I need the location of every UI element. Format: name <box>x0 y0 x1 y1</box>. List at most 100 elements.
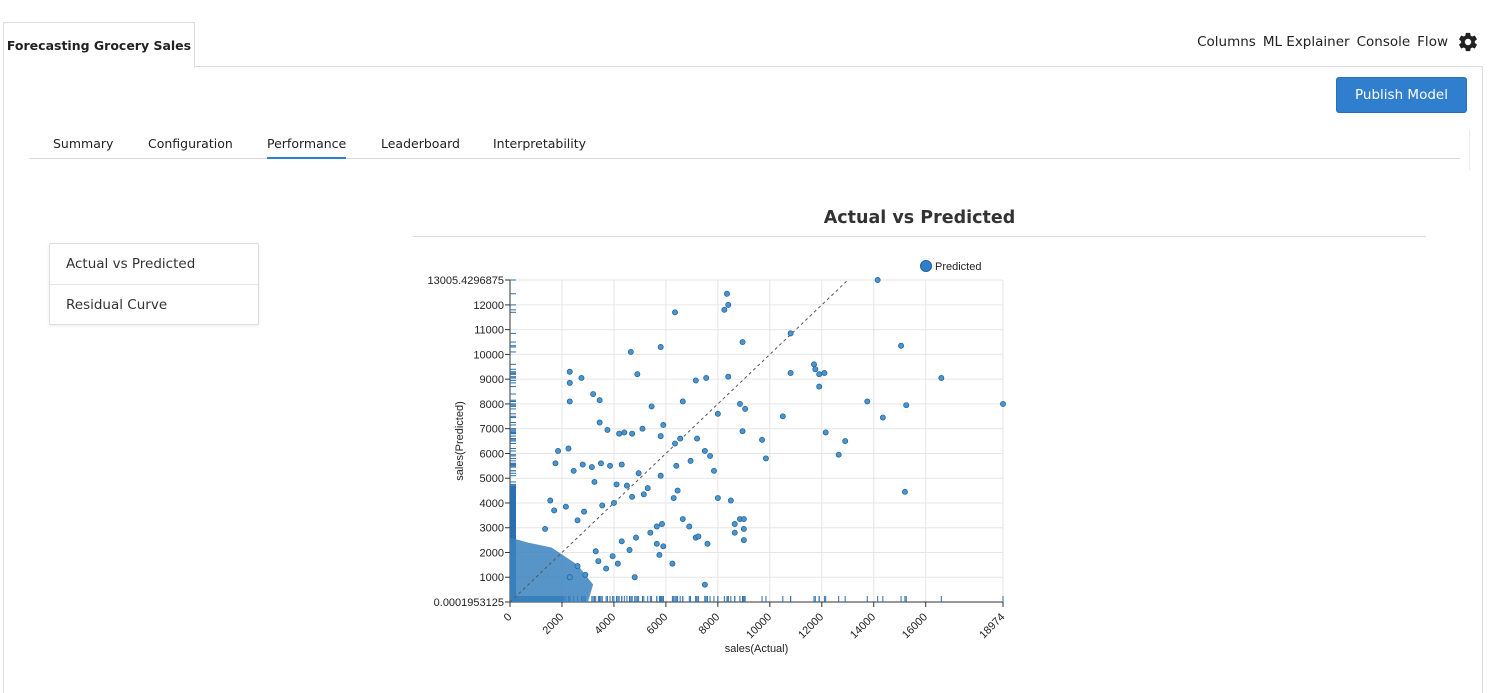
y-tick-label: 3000 <box>480 523 504 535</box>
data-point <box>566 379 573 386</box>
data-point <box>874 277 881 283</box>
data-point <box>588 464 595 471</box>
data-point <box>578 374 585 381</box>
dense-point-cluster <box>510 537 594 602</box>
data-point <box>657 344 664 350</box>
data-point <box>695 533 702 540</box>
data-point <box>898 342 904 349</box>
data-point <box>595 558 602 565</box>
x-tick-label: 2000 <box>541 611 567 637</box>
data-point <box>731 529 738 536</box>
x-tick-label: 10000 <box>744 611 774 641</box>
y-tick-label: 10000 <box>473 349 504 361</box>
data-point <box>787 330 794 337</box>
data-point <box>596 397 603 404</box>
data-point <box>714 495 721 501</box>
nav-flow[interactable]: Flow <box>1417 34 1448 50</box>
data-point <box>609 553 616 560</box>
data-point <box>739 428 746 435</box>
data-point <box>711 467 717 474</box>
data-point <box>592 548 599 555</box>
data-point <box>618 538 625 545</box>
data-point <box>701 581 708 588</box>
data-point <box>640 491 647 498</box>
data-point <box>596 419 603 426</box>
menu-item-residual-curve[interactable]: Residual Curve <box>50 284 258 324</box>
data-point <box>686 523 693 530</box>
data-point <box>574 563 581 570</box>
tab-performance[interactable]: Performance <box>267 136 347 159</box>
data-point <box>879 414 886 421</box>
data-point <box>816 371 823 378</box>
data-point <box>582 571 589 578</box>
data-point <box>742 405 749 412</box>
legend-marker <box>920 260 932 272</box>
data-point <box>629 430 636 437</box>
x-tick-label: 6000 <box>645 611 671 637</box>
tab-configuration[interactable]: Configuration <box>148 136 233 151</box>
nav-ml-explainer[interactable]: ML Explainer <box>1262 34 1350 50</box>
data-point <box>687 457 694 464</box>
data-point <box>552 460 559 467</box>
y-tick-label: 8000 <box>480 399 504 411</box>
data-point <box>570 467 577 474</box>
data-point <box>739 339 746 345</box>
y-tick-label: 5000 <box>480 473 504 485</box>
data-point <box>725 301 732 308</box>
data-point <box>731 521 738 527</box>
y-tick-label: 0.0001953125 <box>434 597 504 609</box>
data-point <box>901 488 908 495</box>
tab-interpretability[interactable]: Interpretability <box>493 136 587 151</box>
data-point <box>653 540 660 547</box>
data-point <box>566 574 573 581</box>
nav-columns[interactable]: Columns <box>1197 34 1256 50</box>
data-point <box>812 366 819 373</box>
sub-tab-bar: Summary Configuration Performance Leader… <box>29 130 1460 159</box>
y-tick-label: 13005.4296875 <box>428 275 504 287</box>
x-tick-label: 4000 <box>593 611 619 637</box>
data-point <box>1000 400 1006 407</box>
data-point <box>736 400 743 407</box>
top-nav: Columns ML Explainer Console Flow <box>1197 28 1479 56</box>
publish-model-button[interactable]: Publish Model <box>1336 77 1467 113</box>
nav-console[interactable]: Console <box>1356 34 1411 50</box>
data-point <box>634 371 641 378</box>
x-tick-label: 14000 <box>848 611 878 641</box>
data-point <box>704 540 711 547</box>
data-point <box>672 440 678 447</box>
data-point <box>631 574 638 581</box>
data-point <box>607 462 613 469</box>
menu-item-actual-vs-predicted[interactable]: Actual vs Predicted <box>66 256 196 272</box>
data-point <box>725 373 732 380</box>
data-point <box>579 461 586 468</box>
data-point <box>621 429 628 436</box>
data-point <box>613 481 620 488</box>
data-point <box>759 436 765 443</box>
data-point <box>566 398 573 405</box>
chart-title: Actual vs Predicted <box>823 208 1016 228</box>
data-point <box>740 537 747 544</box>
data-point <box>648 403 655 410</box>
data-point <box>566 368 573 375</box>
legend-label: Predicted <box>935 261 981 273</box>
tab-leaderboard[interactable]: Leaderboard <box>381 136 460 151</box>
x-tick-label: 18974 <box>977 611 1007 641</box>
data-point <box>657 433 664 440</box>
data-point <box>903 402 910 409</box>
data-point <box>816 383 823 390</box>
data-point <box>703 374 710 381</box>
project-tab[interactable]: Forecasting Grocery Sales <box>3 22 195 68</box>
tab-summary[interactable]: Summary <box>53 136 114 151</box>
data-point <box>647 529 654 536</box>
gear-icon[interactable] <box>1457 31 1479 53</box>
data-point <box>660 543 667 550</box>
data-point <box>938 374 945 381</box>
x-axis-label: sales(Actual) <box>725 643 789 655</box>
data-point <box>787 370 794 376</box>
data-point <box>679 516 686 523</box>
data-point <box>660 422 667 428</box>
data-point <box>604 426 611 433</box>
y-tick-label: 4000 <box>480 498 504 510</box>
data-point <box>551 507 558 514</box>
data-point <box>618 461 625 468</box>
